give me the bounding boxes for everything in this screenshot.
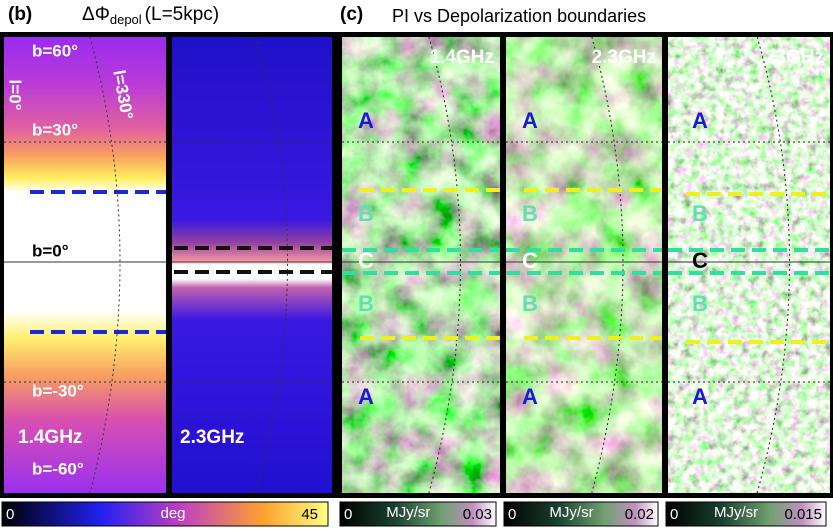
region-label: C <box>358 248 374 273</box>
frequency-label: 2.3GHz <box>592 47 656 68</box>
colorbar-unit: deg <box>160 505 185 522</box>
panel-label: (b) <box>8 4 32 25</box>
panel-label: (c) <box>340 4 363 25</box>
colorbar-max: 0.03 <box>463 506 492 523</box>
region-label: A <box>522 384 538 409</box>
region-label: A <box>358 384 374 409</box>
colorbar-max: 45 <box>301 506 318 523</box>
lat-label: b=-60° <box>32 459 84 478</box>
colorbar-unit: MJy/sr <box>549 504 593 521</box>
region-label: A <box>358 108 374 133</box>
colorbar-max: 0.02 <box>625 506 654 523</box>
title-symbol: ΔΦ <box>82 4 110 25</box>
region-label: A <box>522 108 538 133</box>
region-label: A <box>692 384 708 409</box>
region-label: B <box>692 201 708 226</box>
lat-label: b=0° <box>32 241 69 260</box>
panel-title: PI vs Depolarization boundaries <box>392 6 646 26</box>
frequency-label: 1.4GHz <box>18 427 82 448</box>
figure: (b) ΔΦdepol(L=5kpc) b=60° l=0° l=330° b=… <box>0 0 833 529</box>
colorbar-unit: MJy/sr <box>386 504 430 521</box>
panel-title: ΔΦdepol(L=5kpc) <box>82 4 219 27</box>
lat-label: b=30° <box>32 120 78 139</box>
frequency-label: 2.3GHz <box>180 427 244 448</box>
title-suffix: (L=5kpc) <box>145 4 219 25</box>
lat-label: b=60° <box>32 41 78 60</box>
region-label: C <box>522 248 538 273</box>
region-label: A <box>692 108 708 133</box>
region-label: B <box>692 291 708 316</box>
map-right <box>172 37 332 493</box>
colorbar-min: 0 <box>670 506 678 523</box>
colorbar-max: 0.015 <box>784 506 822 523</box>
colorbar-min: 0 <box>508 506 516 523</box>
colorbar-min: 0 <box>344 506 352 523</box>
region-label: C <box>692 248 708 273</box>
region-label: B <box>358 291 374 316</box>
colorbar-min: 0 <box>6 506 14 523</box>
lon-label: l=0° <box>6 80 25 111</box>
colorbar-unit: MJy/sr <box>714 504 758 521</box>
frequency-label: 23GHz <box>765 47 824 68</box>
region-label: B <box>522 201 538 226</box>
lat-label: b=-30° <box>32 381 84 400</box>
frequency-label: 1.4GHz <box>430 47 494 68</box>
region-label: B <box>358 201 374 226</box>
region-label: B <box>522 291 538 316</box>
title-subscript: depol <box>110 12 142 27</box>
map-left <box>4 37 166 493</box>
